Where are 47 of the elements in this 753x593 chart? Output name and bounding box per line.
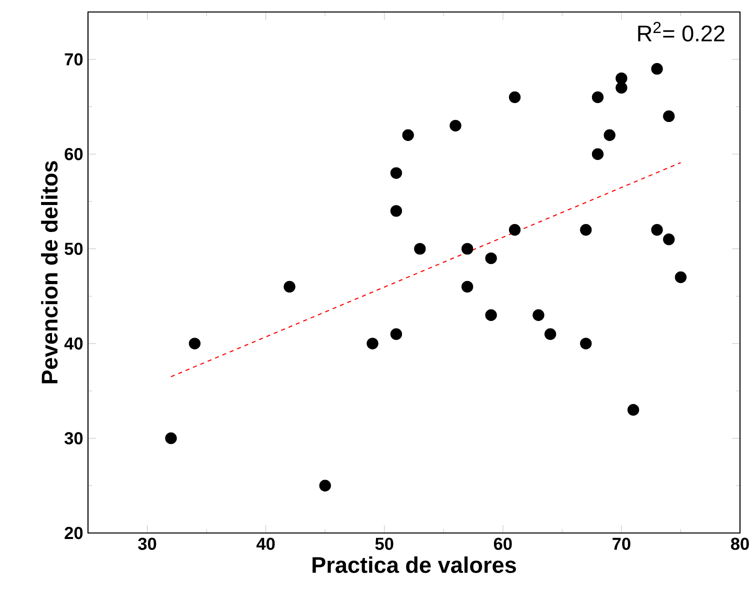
point <box>580 338 592 350</box>
x-tick-label: 40 <box>256 538 275 550</box>
y-axis-title: Pevencion de delitos <box>41 161 58 384</box>
x-tick-label: 70 <box>612 538 630 550</box>
point <box>544 328 556 340</box>
point <box>651 224 663 236</box>
point <box>390 328 402 340</box>
point <box>366 338 378 350</box>
point <box>390 167 402 179</box>
point <box>462 242 474 255</box>
point <box>674 271 687 284</box>
y-tick-label: 60 <box>64 148 83 160</box>
x-tick-label: 30 <box>138 538 156 550</box>
point <box>663 110 675 122</box>
point <box>663 234 675 246</box>
x-axis-title: Practica de valores <box>312 556 516 573</box>
point <box>592 148 604 160</box>
point <box>414 242 426 255</box>
point <box>508 224 521 236</box>
point <box>165 432 177 444</box>
point <box>390 205 402 217</box>
x-tick-label: 80 <box>730 538 749 550</box>
point <box>485 252 497 264</box>
x-tick-label: 60 <box>494 538 512 550</box>
point <box>616 82 628 94</box>
x-tick-label: 50 <box>375 538 394 550</box>
point <box>651 62 663 75</box>
point <box>580 224 592 236</box>
point <box>188 338 201 350</box>
point <box>616 72 628 84</box>
point <box>508 91 521 104</box>
y-tick-label: 40 <box>64 337 83 350</box>
point <box>485 309 497 321</box>
point <box>402 129 414 141</box>
annotation: R$^{2}$= 0.22 <box>638 22 724 42</box>
point <box>592 91 604 104</box>
point <box>462 280 474 293</box>
point <box>604 129 616 141</box>
point <box>450 120 462 132</box>
point <box>532 309 544 321</box>
y-tick-label: 70 <box>64 53 83 66</box>
point <box>627 404 640 416</box>
point <box>284 280 296 293</box>
y-tick-label: 50 <box>64 242 83 255</box>
y-tick-label: 20 <box>64 526 83 540</box>
point <box>319 480 331 492</box>
y-tick-label: 30 <box>64 432 83 444</box>
